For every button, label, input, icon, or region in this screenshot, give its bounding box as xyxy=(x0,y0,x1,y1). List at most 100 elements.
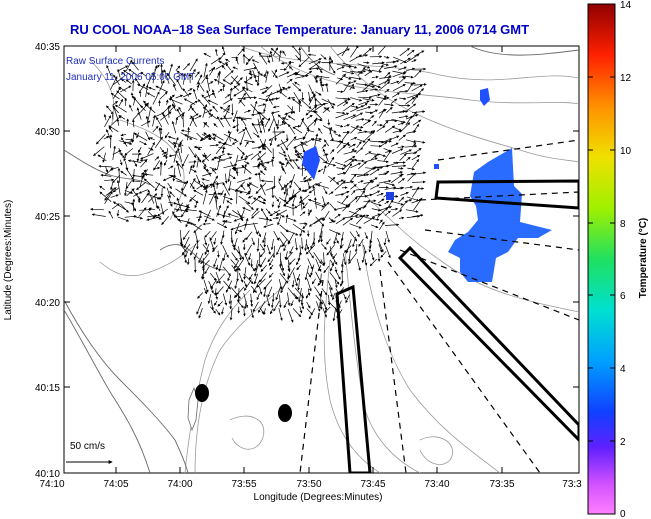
current-vector xyxy=(217,88,223,93)
current-vector xyxy=(203,122,210,128)
current-vector xyxy=(318,127,323,134)
current-vector xyxy=(412,214,424,217)
current-vector xyxy=(376,125,386,132)
current-vector xyxy=(384,186,397,191)
current-vector xyxy=(258,111,268,121)
current-vector xyxy=(363,193,373,197)
current-vector xyxy=(397,166,404,170)
current-vector xyxy=(390,80,400,85)
current-vector xyxy=(248,182,259,189)
colorbar-tick-label: 12 xyxy=(620,73,632,84)
current-vector xyxy=(292,194,297,203)
current-vector xyxy=(400,57,411,65)
current-vector xyxy=(333,231,338,245)
current-vector xyxy=(165,99,169,105)
current-vector xyxy=(279,160,287,175)
current-vector xyxy=(168,98,183,105)
current-vector xyxy=(245,201,254,210)
station-dot-1 xyxy=(195,384,209,402)
current-vector xyxy=(119,159,123,166)
current-vector xyxy=(414,140,426,144)
current-vector xyxy=(179,141,183,154)
current-vector xyxy=(202,222,211,226)
current-vector xyxy=(102,152,106,163)
current-vector xyxy=(240,117,247,127)
current-vector xyxy=(369,140,385,144)
current-vector xyxy=(314,197,317,209)
current-vector xyxy=(307,53,316,57)
current-vector xyxy=(355,214,366,225)
current-vector xyxy=(258,97,269,102)
ytick-label: 40:30 xyxy=(35,127,60,138)
current-vector xyxy=(336,140,344,149)
current-vector xyxy=(363,102,368,107)
current-vector xyxy=(384,65,398,69)
current-vector xyxy=(398,216,405,220)
current-vector xyxy=(313,217,325,225)
current-vector xyxy=(183,134,198,140)
current-vector xyxy=(168,154,176,158)
current-vector xyxy=(162,153,168,157)
current-vector xyxy=(288,66,294,71)
current-vector xyxy=(114,104,127,113)
current-vector xyxy=(414,69,422,78)
current-vector xyxy=(146,216,162,221)
current-vector xyxy=(155,181,166,189)
current-vector xyxy=(100,173,112,177)
current-vector xyxy=(201,161,207,168)
current-vector xyxy=(315,216,325,227)
current-vector xyxy=(118,98,124,107)
current-vector xyxy=(265,216,269,226)
current-vector xyxy=(321,144,327,149)
current-vector xyxy=(306,129,315,133)
current-vector xyxy=(292,82,302,92)
current-vector xyxy=(272,47,279,56)
current-vector xyxy=(293,140,308,149)
current-vector xyxy=(227,168,231,183)
current-vector xyxy=(144,173,154,177)
current-vector xyxy=(362,80,375,92)
current-vector xyxy=(280,139,288,151)
current-vector xyxy=(189,222,202,231)
current-vector xyxy=(273,127,277,142)
current-vector xyxy=(413,148,422,155)
current-vector xyxy=(342,130,350,141)
current-vector xyxy=(120,170,127,176)
current-vector xyxy=(292,223,306,233)
current-vector xyxy=(201,74,208,84)
current-vector xyxy=(322,107,330,114)
current-vector xyxy=(362,119,372,126)
current-vector xyxy=(362,98,375,102)
current-vector xyxy=(269,50,274,62)
current-vector xyxy=(270,111,280,114)
current-vector xyxy=(292,159,300,170)
current-vector xyxy=(369,168,380,176)
current-vector xyxy=(343,101,349,107)
current-vector xyxy=(362,138,371,147)
current-vector xyxy=(285,195,296,204)
current-vector xyxy=(166,187,171,199)
current-vector xyxy=(214,48,218,57)
current-vector xyxy=(278,71,290,77)
current-vector xyxy=(202,154,210,162)
current-vector xyxy=(327,98,334,109)
current-vector xyxy=(384,74,391,85)
current-vector xyxy=(176,79,183,90)
current-vector xyxy=(255,182,267,194)
current-vector xyxy=(356,138,366,143)
current-vector xyxy=(370,144,382,148)
current-vector xyxy=(369,93,381,98)
current-vector xyxy=(270,47,282,58)
current-vector xyxy=(341,195,349,204)
current-vector xyxy=(145,131,151,141)
current-vector xyxy=(287,96,295,100)
current-vector xyxy=(411,84,423,92)
current-vector xyxy=(335,112,350,119)
current-vector xyxy=(179,230,183,246)
current-vector xyxy=(314,117,318,126)
current-vector xyxy=(411,111,417,119)
current-vector xyxy=(118,65,129,71)
current-vector xyxy=(135,78,140,85)
colorbar-tick-label: 14 xyxy=(620,0,632,11)
current-vector xyxy=(336,66,345,70)
